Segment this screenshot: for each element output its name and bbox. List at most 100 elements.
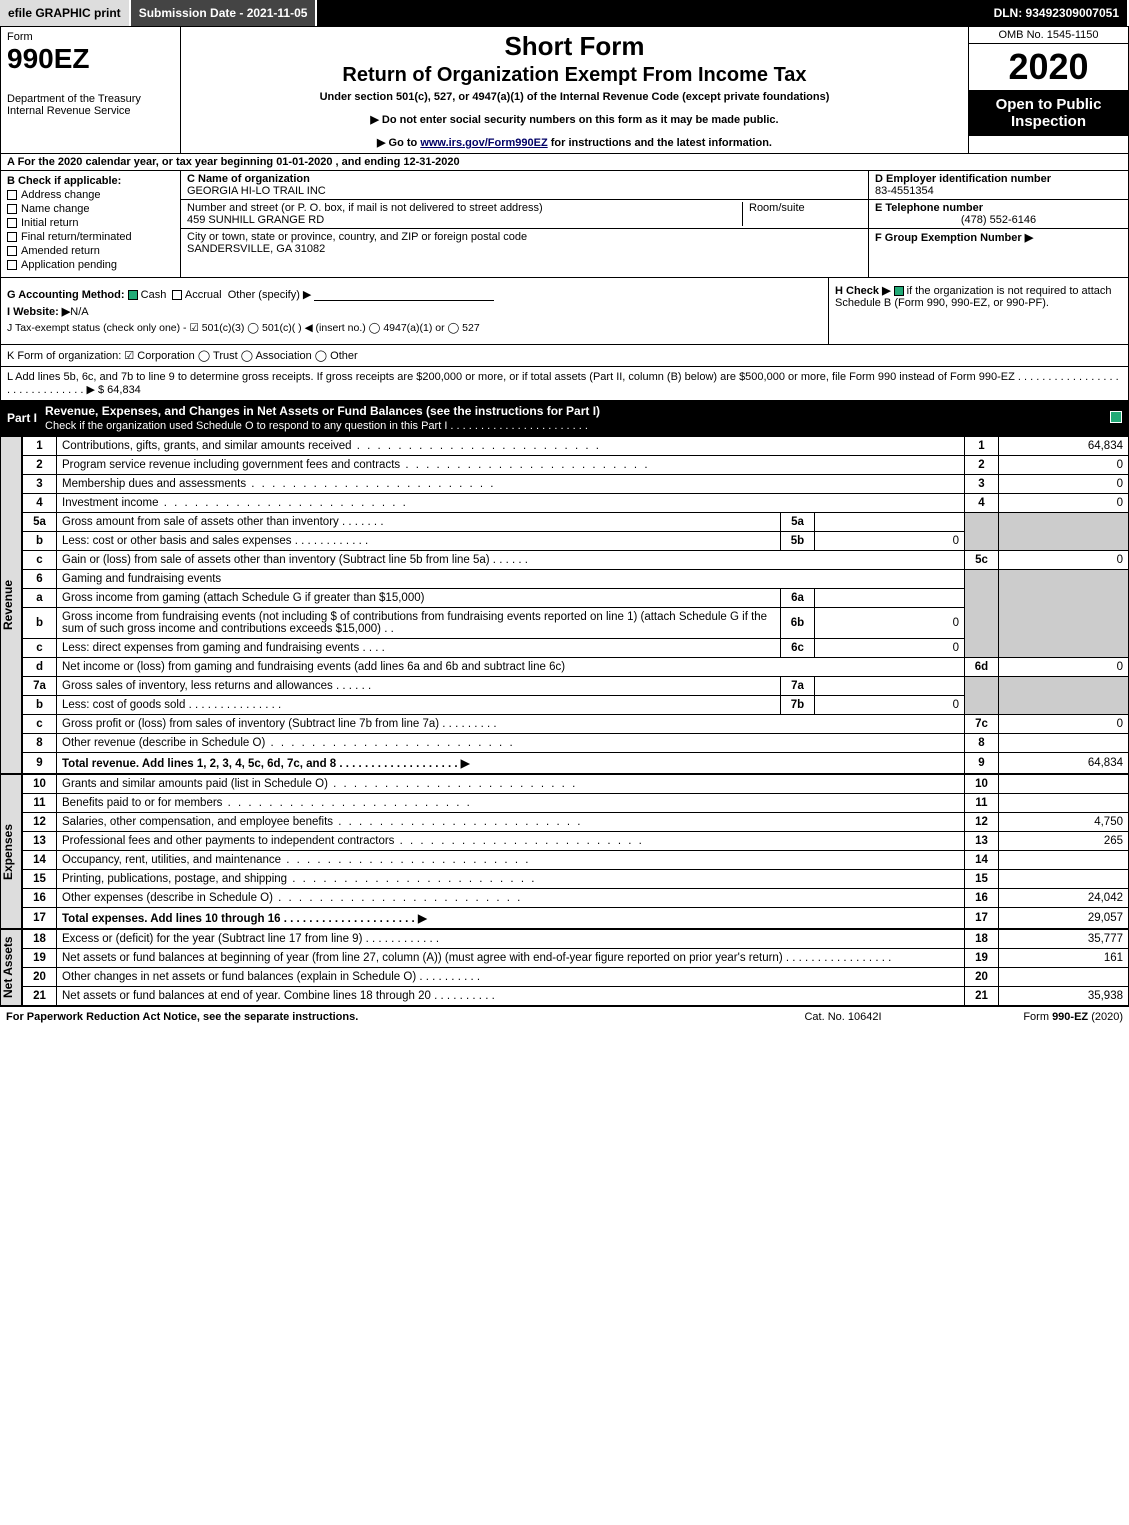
l7a-sn: 7a: [781, 677, 815, 696]
irs-link[interactable]: www.irs.gov/Form990EZ: [420, 137, 547, 149]
l10-num: 10: [23, 775, 57, 794]
l7c-rv: 0: [999, 715, 1129, 734]
c-room-suite: Room/suite: [742, 202, 862, 226]
lbl-accrual: Accrual: [185, 289, 222, 301]
g-accounting: G Accounting Method: Cash Accrual Other …: [7, 288, 822, 301]
l6-num: 6: [23, 570, 57, 589]
l2-rv: 0: [999, 456, 1129, 475]
note-link-pre: ▶ Go to: [377, 137, 420, 149]
l8-desc: Other revenue (describe in Schedule O): [62, 737, 265, 749]
open-public-inspection: Open to Public Inspection: [969, 90, 1128, 136]
l6c-sn: 6c: [781, 639, 815, 658]
lbl-amended-return: Amended return: [21, 245, 100, 257]
l18-rv: 35,777: [999, 930, 1129, 949]
vert-expenses: Expenses: [0, 774, 22, 929]
chk-address-change[interactable]: [7, 190, 17, 200]
l6d-num: d: [23, 658, 57, 677]
row-l-gross-receipts: L Add lines 5b, 6c, and 7b to line 9 to …: [0, 367, 1129, 401]
revenue-section: Revenue 1Contributions, gifts, grants, a…: [0, 436, 1129, 774]
l6b-desc: Gross income from fundraising events (no…: [62, 611, 767, 635]
l17-desc: Total expenses. Add lines 10 through 16 …: [62, 913, 427, 925]
c-addr: 459 SUNHILL GRANGE RD: [187, 214, 742, 226]
note-ssn: ▶ Do not enter social security numbers o…: [187, 113, 962, 126]
l10-rn: 10: [965, 775, 999, 794]
row-gh: G Accounting Method: Cash Accrual Other …: [0, 278, 1129, 345]
l6b-sn: 6b: [781, 608, 815, 639]
j-tax-exempt: J Tax-exempt status (check only one) - ☑…: [7, 322, 822, 334]
l5b-desc: Less: cost or other basis and sales expe…: [62, 535, 292, 547]
efile-print-label[interactable]: efile GRAPHIC print: [0, 0, 131, 26]
chk-name-change[interactable]: [7, 204, 17, 214]
chk-initial-return[interactable]: [7, 218, 17, 228]
l5c-num: c: [23, 551, 57, 570]
l6-desc: Gaming and fundraising events: [57, 570, 965, 589]
l18-rn: 18: [965, 930, 999, 949]
l5a-sn: 5a: [781, 513, 815, 532]
chk-cash[interactable]: [128, 290, 138, 300]
chk-amended-return[interactable]: [7, 246, 17, 256]
l5a-desc: Gross amount from sale of assets other t…: [62, 516, 339, 528]
l-value: $ 64,834: [98, 384, 141, 396]
l20-rn: 20: [965, 968, 999, 987]
l2-num: 2: [23, 456, 57, 475]
l4-rn: 4: [965, 494, 999, 513]
i-website: I Website: ▶N/A: [7, 305, 822, 318]
c-city-label: City or town, state or province, country…: [187, 231, 862, 243]
l6c-num: c: [23, 639, 57, 658]
l12-num: 12: [23, 813, 57, 832]
l6c-sv: 0: [815, 639, 965, 658]
chk-part1-schedule-o[interactable]: [1110, 411, 1122, 423]
l11-desc: Benefits paid to or for members: [62, 797, 222, 809]
submission-date: Submission Date - 2021-11-05: [131, 0, 318, 26]
revenue-table: 1Contributions, gifts, grants, and simil…: [22, 436, 1129, 774]
lbl-final-return: Final return/terminated: [21, 231, 132, 243]
footer-right-post: (2020): [1088, 1011, 1123, 1023]
expenses-section: Expenses 10Grants and similar amounts pa…: [0, 774, 1129, 929]
l17-num: 17: [23, 908, 57, 929]
l16-rv: 24,042: [999, 889, 1129, 908]
l2-rn: 2: [965, 456, 999, 475]
chk-application-pending[interactable]: [7, 260, 17, 270]
l13-rv: 265: [999, 832, 1129, 851]
chk-accrual[interactable]: [172, 290, 182, 300]
net-assets-section: Net Assets 18Excess or (deficit) for the…: [0, 929, 1129, 1006]
g-label: G Accounting Method:: [7, 289, 125, 301]
chk-schedule-b[interactable]: [894, 286, 904, 296]
l7c-rn: 7c: [965, 715, 999, 734]
footer-right-pre: Form: [1023, 1011, 1052, 1023]
i-label: I Website: ▶: [7, 306, 70, 318]
title-short-form: Short Form: [187, 31, 962, 62]
part1-title: Revenue, Expenses, and Changes in Net As…: [45, 404, 600, 418]
l6d-rn: 6d: [965, 658, 999, 677]
l6a-sn: 6a: [781, 589, 815, 608]
l19-num: 19: [23, 949, 57, 968]
chk-final-return[interactable]: [7, 232, 17, 242]
l8-rn: 8: [965, 734, 999, 753]
l12-desc: Salaries, other compensation, and employ…: [62, 816, 333, 828]
c-org-name: GEORGIA HI-LO TRAIL INC: [187, 185, 862, 197]
col-b-checkboxes: B Check if applicable: Address change Na…: [1, 171, 181, 277]
net-assets-table: 18Excess or (deficit) for the year (Subt…: [22, 929, 1129, 1006]
l9-rv: 64,834: [999, 753, 1129, 774]
l7a-desc: Gross sales of inventory, less returns a…: [62, 680, 333, 692]
f-group-exemption: F Group Exemption Number ▶: [875, 231, 1122, 244]
l-text: L Add lines 5b, 6c, and 7b to line 9 to …: [7, 371, 1119, 396]
lbl-address-change: Address change: [21, 189, 101, 201]
part1-header: Part I Revenue, Expenses, and Changes in…: [0, 401, 1129, 436]
l3-rn: 3: [965, 475, 999, 494]
l7b-desc: Less: cost of goods sold: [62, 699, 185, 711]
l11-rv: [999, 794, 1129, 813]
l6a-num: a: [23, 589, 57, 608]
l8-rv: [999, 734, 1129, 753]
c-city: SANDERSVILLE, GA 31082: [187, 243, 862, 255]
header-center: Short Form Return of Organization Exempt…: [181, 27, 968, 153]
l4-rv: 0: [999, 494, 1129, 513]
l5c-rv: 0: [999, 551, 1129, 570]
l7a-num: 7a: [23, 677, 57, 696]
l9-rn: 9: [965, 753, 999, 774]
l21-rn: 21: [965, 987, 999, 1006]
d-ein-label: D Employer identification number: [875, 173, 1122, 185]
header-left: Form 990EZ Department of the Treasury In…: [1, 27, 181, 153]
other-specify-blank[interactable]: [314, 289, 494, 301]
b-label: B Check if applicable:: [7, 175, 174, 187]
